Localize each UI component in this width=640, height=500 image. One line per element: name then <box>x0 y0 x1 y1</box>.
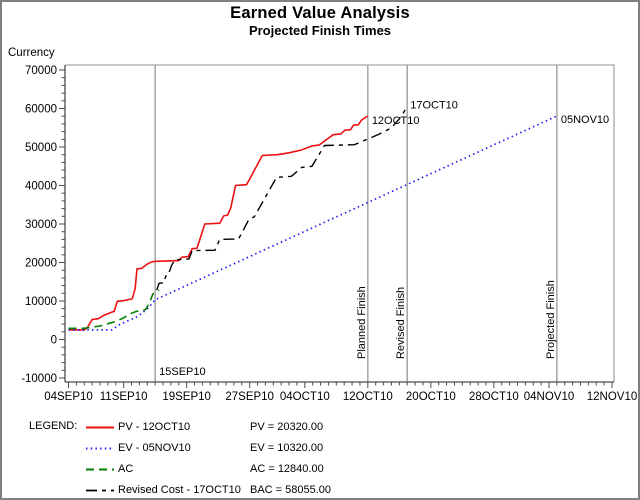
legend-stat-ev: EV = 10320.00 <box>250 442 324 454</box>
legend-label-revised-cost: Revised Cost - 17OCT10 <box>118 484 241 496</box>
x-tick-label: 28OCT10 <box>469 391 519 403</box>
chart-subtitle: Projected Finish Times <box>248 23 392 38</box>
y-tick-label: 70000 <box>25 65 57 77</box>
y-tick-label: 30000 <box>25 219 57 231</box>
planned-finish-line-label: Planned Finish <box>356 286 368 359</box>
y-tick-label: 60000 <box>25 104 57 116</box>
legend-row-ac: AC AC = 12840.00 <box>2 463 638 477</box>
x-tick-label: 27SEP10 <box>225 391 274 403</box>
ev-line-swatch <box>86 447 114 450</box>
pv-finish-date-label: 12OCT10 <box>372 115 420 127</box>
legend-row-revised-cost: Revised Cost - 17OCT10 BAC = 58055.00 <box>2 484 638 498</box>
ev-line <box>68 115 558 331</box>
legend-row-ev: EV - 05NOV10 EV = 10320.00 <box>2 442 638 456</box>
projected-finish-line-label: Projected Finish <box>545 280 557 359</box>
x-tick-label: 04OCT10 <box>280 391 330 403</box>
ac-line-swatch <box>86 468 114 471</box>
x-tick-label: 04NOV10 <box>524 391 575 403</box>
ev-finish-date-label: 05NOV10 <box>561 114 609 126</box>
x-tick-label: 12NOV10 <box>587 391 638 403</box>
y-tick-label: 20000 <box>25 258 57 270</box>
pv-line <box>68 115 369 331</box>
revised-cost-line <box>156 105 408 291</box>
y-tick-label: 0 <box>51 335 57 347</box>
x-tick-label: 12OCT10 <box>343 391 393 403</box>
legend-stat-pv: PV = 20320.00 <box>250 421 324 433</box>
legend-stat-ac: AC = 12840.00 <box>250 463 324 475</box>
revised-finish-line-label: Revised Finish <box>395 287 407 359</box>
x-tick-label: 20OCT10 <box>406 391 456 403</box>
legend-stat-bac: BAC = 58055.00 <box>250 484 332 496</box>
y-tick-label: 40000 <box>25 181 57 193</box>
revised-finish-date-label: 17OCT10 <box>410 99 458 111</box>
pv-line-swatch <box>86 426 114 429</box>
chart-title: Earned Value Analysis <box>230 4 410 22</box>
legend-row-pv: PV - 12OCT10 PV = 20320.00 <box>2 421 638 435</box>
ac-line <box>68 289 160 330</box>
x-tick-label: 19SEP10 <box>162 391 211 403</box>
y-tick-label: 10000 <box>25 296 57 308</box>
x-tick-label: 04SEP10 <box>44 391 93 403</box>
legend-label-ac: AC <box>118 463 134 475</box>
plot-frame <box>65 64 615 382</box>
legend-heading: LEGEND: <box>29 420 78 432</box>
y-tick-label: 50000 <box>25 142 57 154</box>
legend-label-pv: PV - 12OCT10 <box>118 421 191 433</box>
y-tick-label: -10000 <box>21 373 57 385</box>
x-tick-label: 11SEP10 <box>100 391 148 403</box>
y-axis-title: Currency <box>8 47 55 59</box>
revised-cost-line-swatch <box>86 489 114 492</box>
evm-plot-area: 15SEP10 Planned Finish Revised Finish Proje… <box>21 64 638 403</box>
legend-label-ev: EV - 05NOV10 <box>118 442 191 454</box>
timenow-line-label: 15SEP10 <box>159 366 205 378</box>
